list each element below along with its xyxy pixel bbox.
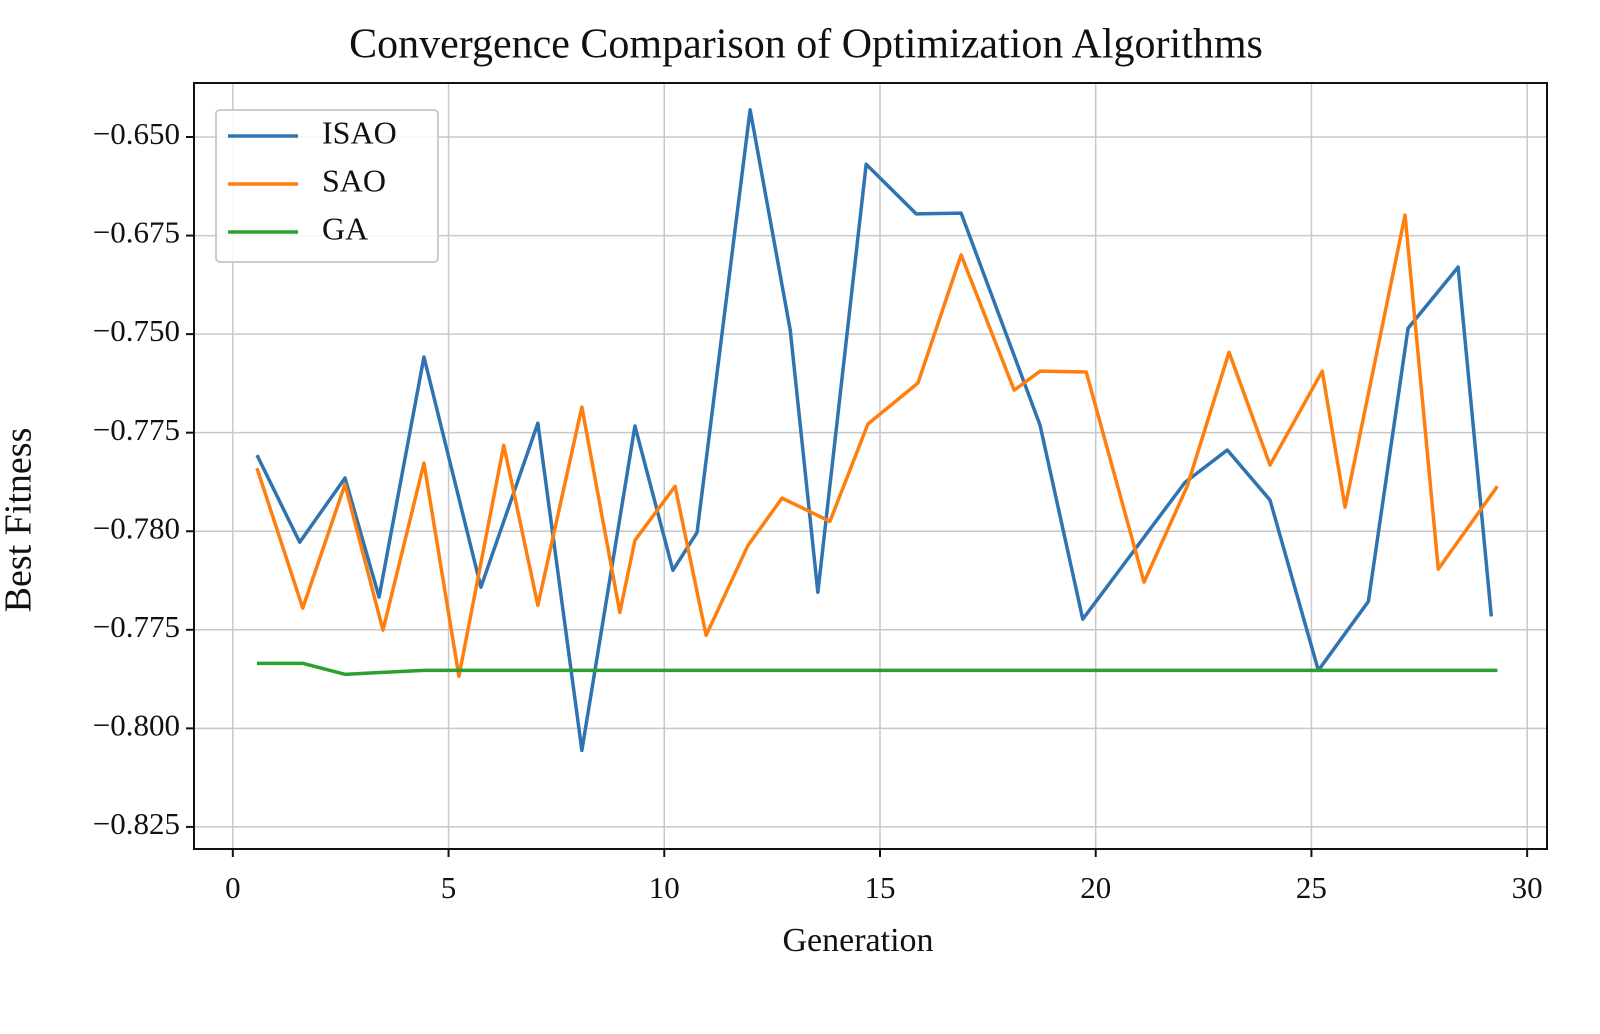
y-tick-label: −0.775: [93, 412, 180, 447]
grid: [186, 83, 1547, 857]
chart-title: Convergence Comparison of Optimization A…: [349, 22, 1263, 68]
y-tick-label: −0.750: [93, 313, 180, 348]
lines: [255, 108, 1499, 753]
y-axis-label: Best Fitness: [0, 428, 40, 613]
y-tick-label: −0.780: [93, 510, 180, 545]
y-tick-label: −0.650: [93, 116, 180, 151]
x-tick-label: 15: [864, 870, 895, 905]
y-tick-label: −0.825: [93, 806, 180, 841]
series-line: [256, 661, 1498, 677]
series-line: [255, 213, 1499, 679]
x-tick-label: 20: [1080, 870, 1111, 905]
legend-label: GA: [322, 210, 368, 246]
x-tick-label: 10: [649, 870, 680, 905]
y-tick-label: −0.675: [93, 215, 180, 250]
y-tick-label: −0.775: [93, 609, 180, 644]
x-tick-label: 30: [1512, 870, 1543, 905]
y-tick-label: −0.800: [93, 707, 180, 742]
x-axis-label: Generation: [782, 922, 933, 959]
legend: ISAO SAO GA: [215, 109, 439, 263]
legend-label: ISAO: [322, 114, 397, 150]
x-tick-label: 0: [225, 870, 241, 905]
x-tick-label: 5: [441, 870, 457, 905]
legend-label: SAO: [322, 162, 386, 198]
series-line: [255, 108, 1494, 753]
legend-box: [215, 109, 439, 263]
plot-frame: [193, 82, 1548, 850]
x-tick-label: 25: [1296, 870, 1327, 905]
